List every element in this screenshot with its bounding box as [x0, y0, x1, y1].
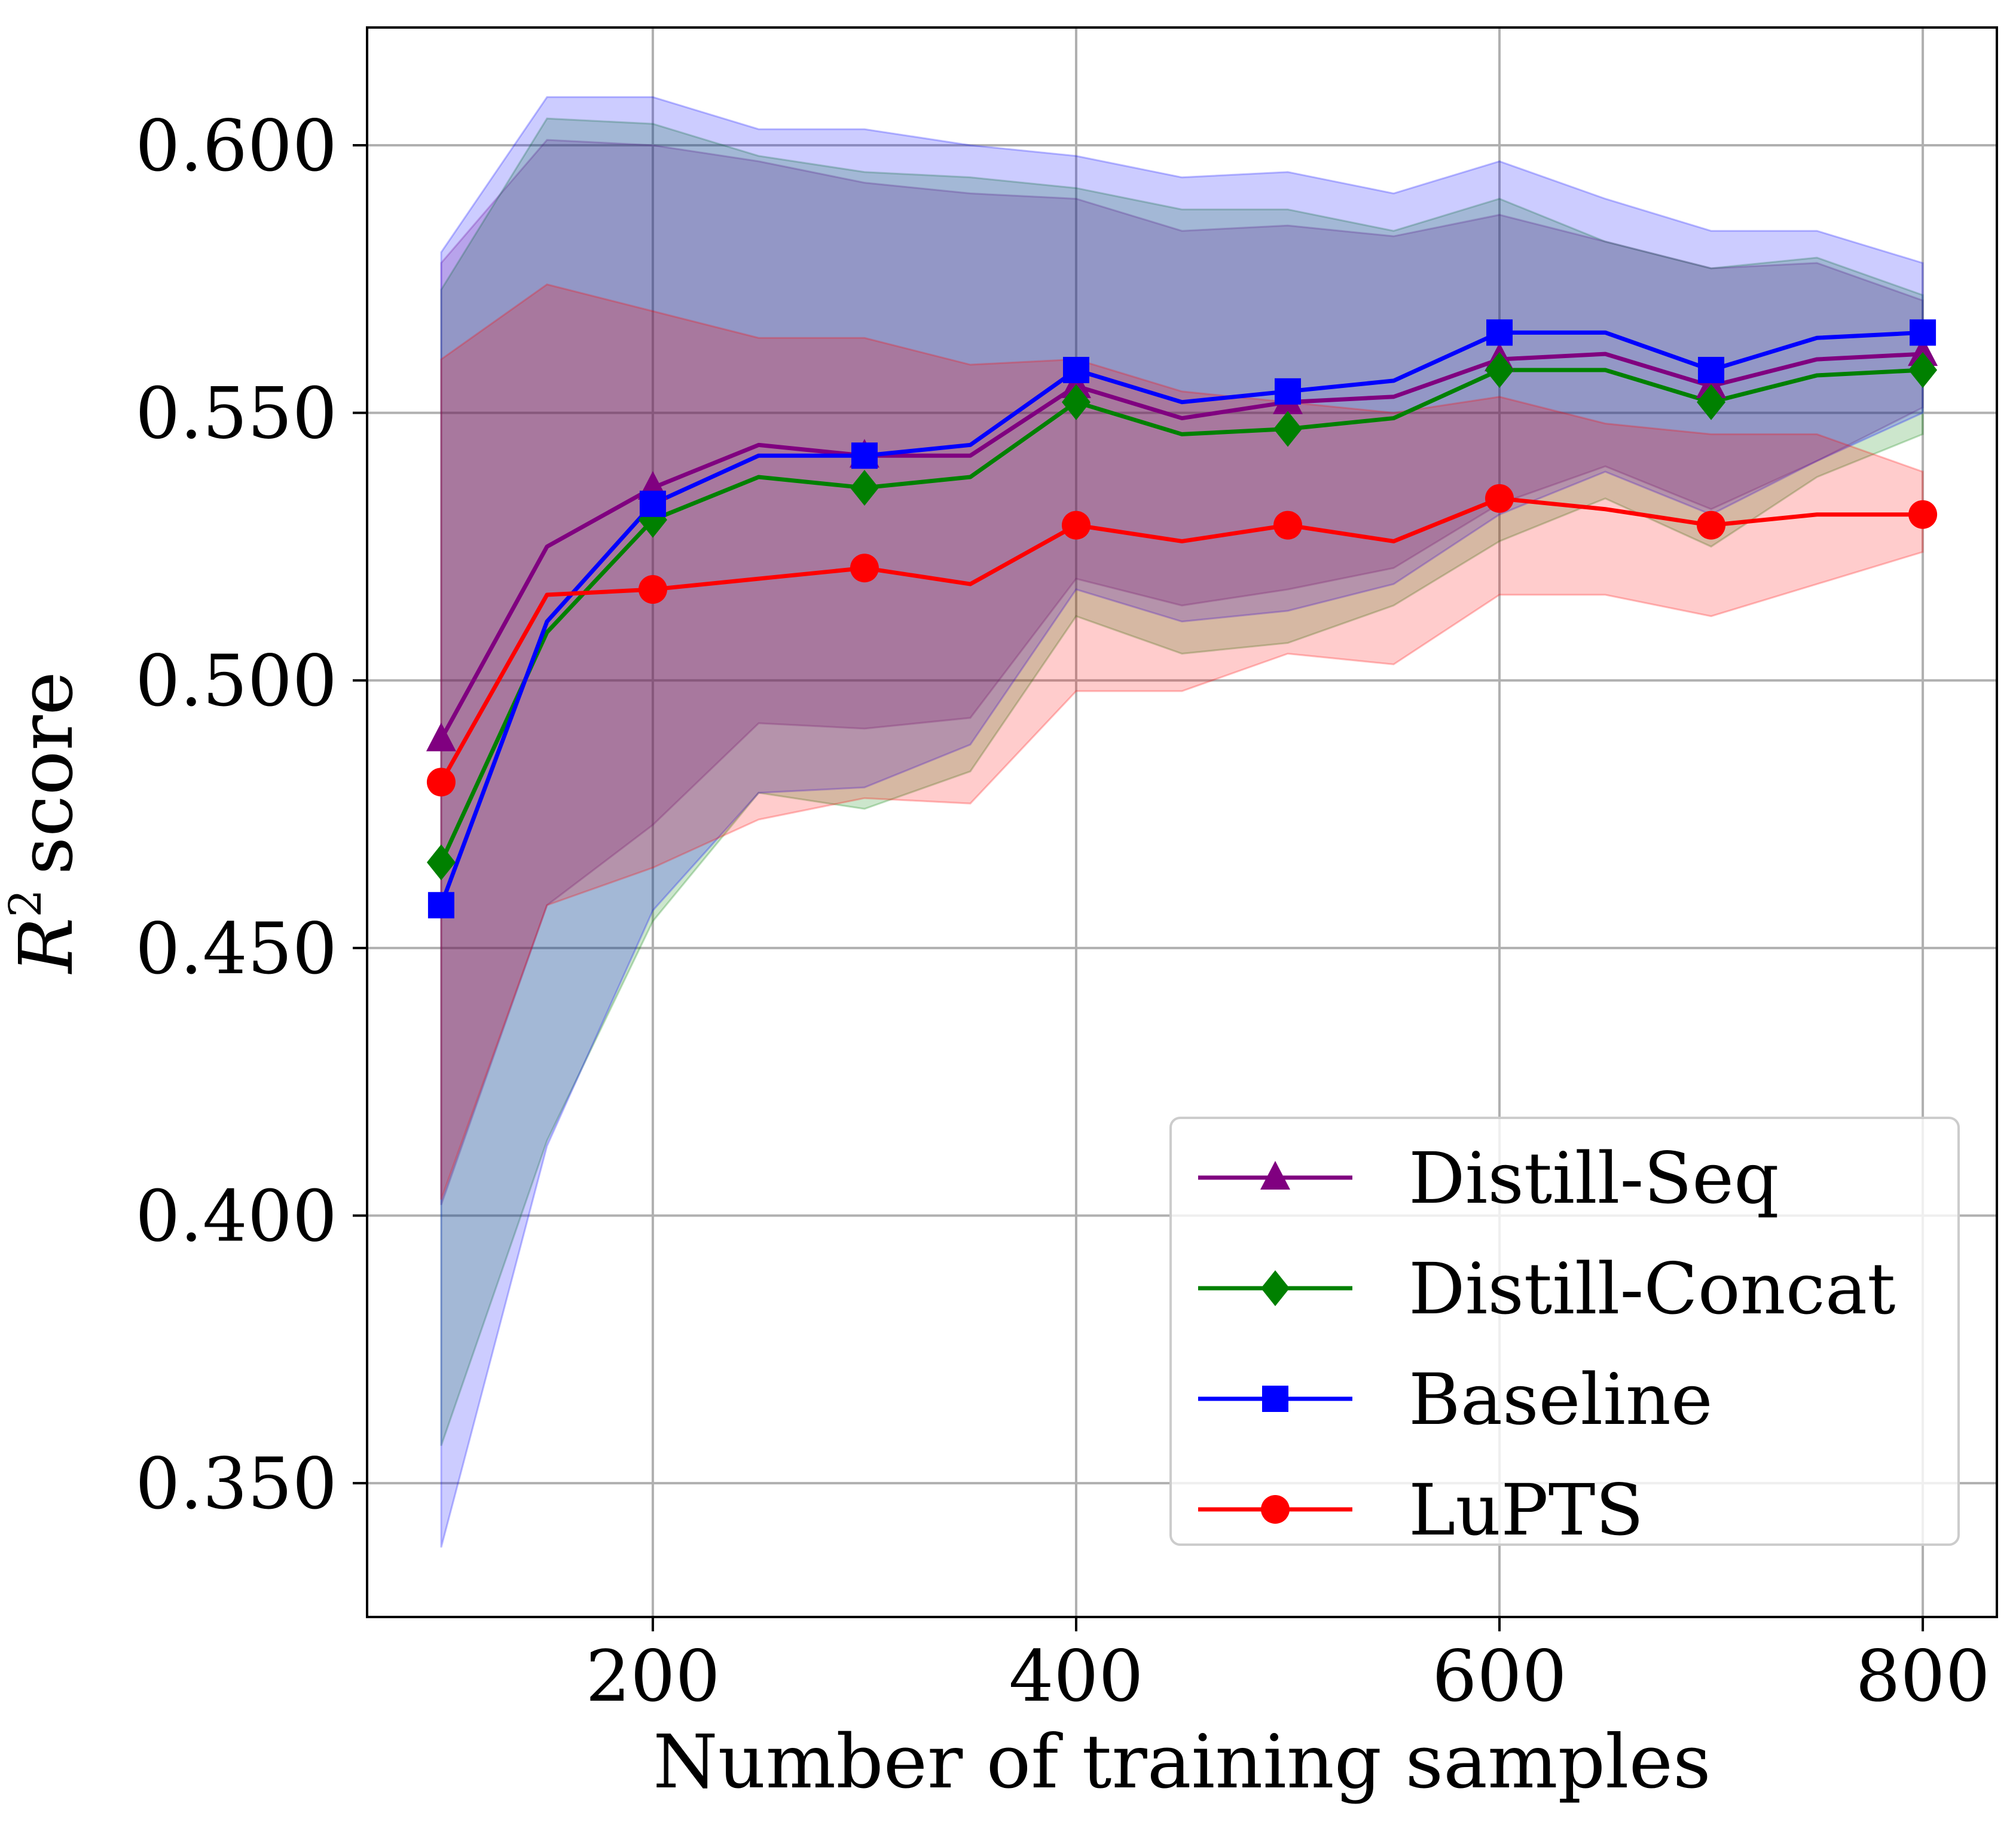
legend-marker-distill-concat	[1261, 1270, 1290, 1306]
legend-marker-distill-seq	[1260, 1161, 1290, 1190]
y-tick-label: 0.450	[135, 907, 337, 990]
line-distill-seq	[439, 351, 1925, 742]
marker-distill-seq	[1908, 337, 1938, 366]
x-axis-title: Number of training samples	[653, 1719, 1710, 1805]
line-lupts	[439, 496, 1925, 784]
marker-distill-concat	[1273, 411, 1303, 447]
x-tick-label: 200	[585, 1635, 720, 1717]
y-tick-label: 0.500	[135, 640, 337, 722]
legend-marker-lupts	[1261, 1495, 1290, 1524]
y-tick-label: 0.550	[135, 372, 337, 455]
line-distill-concat	[439, 368, 1925, 865]
band-distill-seq	[440, 139, 1924, 1206]
series-lines	[439, 330, 1925, 907]
y-tick-label: 0.400	[135, 1175, 337, 1258]
marker-distill-seq	[1061, 369, 1091, 398]
marker-baseline	[1486, 319, 1513, 346]
marker-lupts	[1485, 484, 1514, 513]
marker-lupts	[1697, 511, 1726, 540]
marker-lupts	[1273, 511, 1303, 540]
marker-distill-seq	[426, 722, 456, 751]
marker-baseline	[1275, 378, 1302, 405]
marker-baseline	[427, 892, 454, 919]
legend-label-baseline: Baseline	[1409, 1358, 1713, 1441]
y-axis-title-text: score	[4, 671, 90, 875]
marker-lupts	[1908, 500, 1938, 529]
marker-distill-concat	[1061, 384, 1091, 420]
marker-baseline	[1698, 356, 1725, 383]
x-tick-label: 400	[1009, 1635, 1143, 1717]
marker-distill-seq	[1696, 369, 1727, 398]
legend-box	[1169, 1117, 1960, 1546]
x-tick-label: 800	[1855, 1635, 1990, 1717]
band-lupts	[440, 283, 1924, 1200]
legend-label-lupts: LuPTS	[1409, 1469, 1644, 1551]
legend-label-distill-concat: Distill-Concat	[1409, 1248, 1896, 1330]
y-tick-label: 0.600	[135, 105, 337, 187]
marker-distill-concat	[1485, 351, 1514, 388]
series-markers	[426, 319, 1938, 919]
y-tick-label: 0.350	[135, 1442, 337, 1525]
legend-entries: Distill-Seq Distill-Concat Baseline LuPTS	[1198, 1137, 1896, 1551]
marker-lupts	[850, 554, 879, 583]
x-tick-label: 600	[1432, 1635, 1566, 1717]
marker-lupts	[426, 768, 456, 797]
marker-baseline	[851, 442, 878, 469]
marker-distill-concat	[1908, 351, 1938, 388]
marker-lupts	[638, 575, 667, 604]
marker-baseline	[1062, 356, 1089, 383]
y-axis-title: R2 score	[0, 671, 90, 974]
marker-distill-concat	[1697, 384, 1726, 420]
band-baseline	[440, 96, 1924, 1548]
legend-marker-baseline	[1262, 1386, 1288, 1412]
marker-baseline	[1910, 319, 1936, 346]
y-axis-title-sup: 2	[0, 889, 51, 917]
marker-lupts	[1061, 511, 1091, 540]
legend-label-distill-seq: Distill-Seq	[1409, 1137, 1779, 1219]
plot-frame	[366, 26, 1998, 1618]
marker-baseline	[639, 490, 666, 517]
line-baseline	[439, 330, 1925, 907]
marker-distill-concat	[850, 469, 879, 506]
marker-distill-concat	[426, 844, 456, 881]
y-axis-title-r: R	[4, 918, 90, 974]
axis-ticks: 200 400 600 800 0.350 0.400 0.450 0.500 0.550 0.6…	[135, 105, 1990, 1717]
legend: Distill-Seq Distill-Concat Baseline LuPTS	[1169, 1117, 1960, 1551]
